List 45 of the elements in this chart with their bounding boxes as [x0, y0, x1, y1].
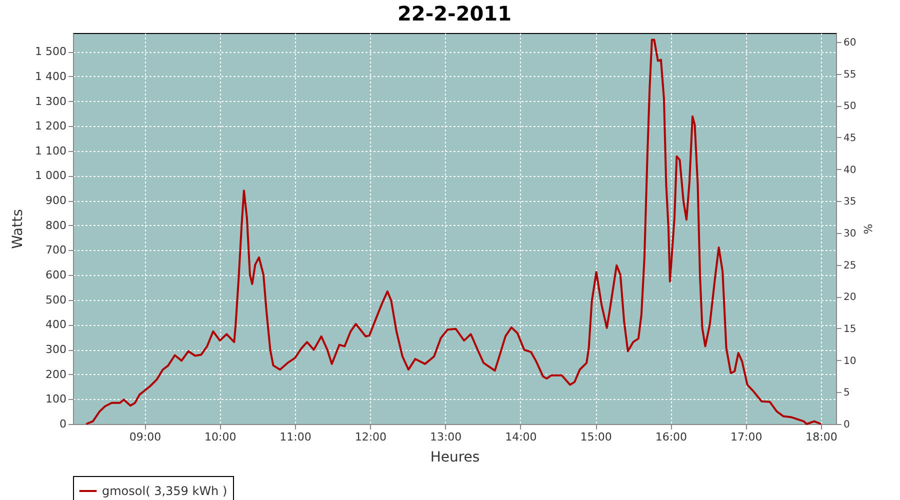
y-tick-label: 300	[46, 343, 66, 356]
y-tick-label: 400	[46, 318, 66, 332]
y2-tick-label: 55	[844, 69, 856, 80]
x-tick-label: 16:00	[655, 430, 688, 444]
y-tick-label: 800	[46, 218, 66, 232]
x-tick-label: 10:00	[204, 430, 236, 444]
y2-tick-label: 5	[844, 388, 850, 399]
y-tick-label: 100	[46, 392, 66, 406]
x-tick-label: 17:00	[730, 430, 762, 444]
chart-title: 22-2-2011	[397, 2, 512, 26]
y-tick-label: 0	[60, 418, 66, 430]
y-tick-label: 1 300	[35, 94, 66, 108]
y2-tick-label: 20	[844, 292, 856, 304]
y2-tick-label: 10	[844, 356, 856, 367]
y2-tick-label: 35	[844, 196, 856, 208]
y2-tick-label: 25	[844, 260, 856, 272]
y2-tick-label: 50	[844, 101, 856, 112]
y-tick-label: 500	[46, 293, 66, 306]
y-tick-label: 900	[46, 194, 66, 208]
y2-tick-label: 40	[844, 164, 856, 176]
x-tick-label: 13:00	[430, 430, 462, 444]
y-tick-label: 1 200	[35, 120, 66, 133]
y2-tick-label: 0	[844, 420, 850, 430]
x-axis-title: Heures	[430, 450, 480, 466]
y-tick-label: 1 400	[35, 70, 66, 83]
x-tick-label: 18:00	[806, 430, 838, 444]
y2-tick-label: 15	[844, 324, 856, 335]
y-tick-label: 1 100	[35, 144, 66, 158]
x-tick-label: 14:00	[505, 430, 537, 444]
line-series	[85, 38, 822, 425]
y2-axis-title: %	[861, 224, 874, 234]
x-tick-label: 12:00	[354, 430, 387, 444]
y-tick-label: 600	[46, 268, 66, 282]
x-tick-label: 09:00	[129, 430, 162, 444]
y2-tick-label: 30	[844, 228, 856, 240]
y2-tick-label: 45	[844, 132, 856, 144]
y-tick-label: 700	[46, 244, 66, 257]
x-tick-label: 15:00	[580, 430, 612, 444]
y-tick-label: 1 500	[35, 45, 66, 58]
y-tick-label: 200	[46, 368, 66, 381]
x-tick-label: 11:00	[280, 430, 312, 444]
y2-tick-label: 60	[844, 37, 856, 48]
y-tick-label: 1 000	[35, 169, 66, 182]
y-axis-title: Watts	[10, 209, 26, 249]
legend-label: gmosol( 3,359 kWh )	[102, 484, 228, 498]
